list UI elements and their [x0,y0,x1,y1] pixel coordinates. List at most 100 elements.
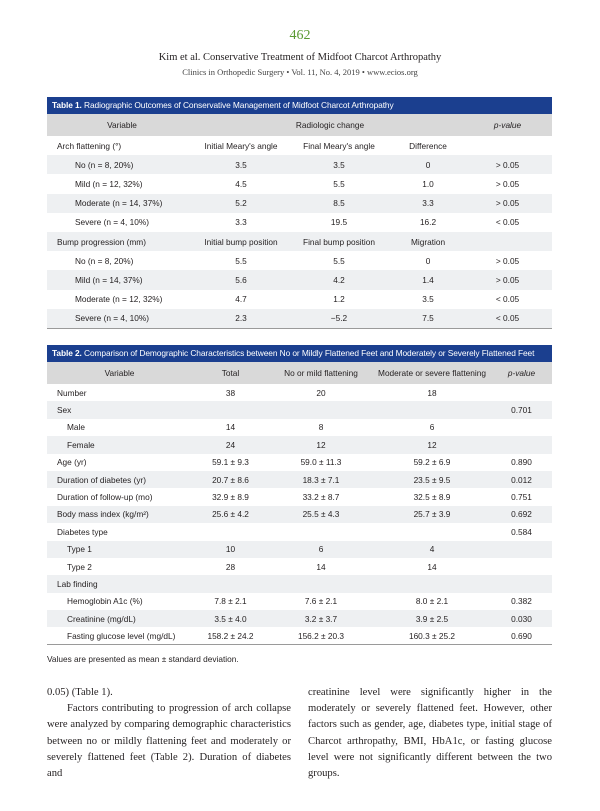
table-2-value-cell [373,401,491,419]
body-column-right: creatinine level were significantly high… [308,685,552,782]
table-1-value-cell: 4.2 [285,270,393,290]
table-1-value-cell: 1.2 [333,294,345,305]
table-2-value-cell: 0.890 [511,457,532,468]
table-1-empty-cell [463,231,553,252]
table-row: Severe (n = 4, 10%) 3.3 19.5 16.2 < 0.05 [47,213,552,232]
table-row: Moderate (n = 12, 32%) 4.7 1.2 3.5 < 0.05 [47,290,552,309]
table-1-value-cell: > 0.05 [463,270,553,290]
table-2-value-cell: 38 [225,387,236,398]
table-2-value-cell [373,575,491,593]
table-2-body: Number 38 20 18 Sex 0.701 Male 14 8 6 Female 24 12 12… [47,384,552,645]
table-2-value-cell: 3.9 ± 2.5 [373,610,491,628]
table-2-value-cell: 24 [192,436,269,454]
table-1-subheader-cell: Final Meary's angle [303,140,375,151]
table-2-footnote: Values are presented as mean ± standard … [47,654,239,664]
table-1-section-label: Bump progression (mm) [47,231,197,252]
table-2-value-cell: 6 [269,540,373,558]
table-1-value-cell: 3.5 [197,155,285,175]
table-1-row-label: No (n = 8, 20%) [75,255,134,266]
table-2-value-cell [491,540,552,558]
table-2-row-label: Fasting glucose level (mg/dL) [67,630,176,641]
table-1-value-cell: 2.3 [197,308,285,329]
table-2-value-cell: 156.2 ± 20.3 [297,630,345,641]
table-2-value-cell: 59.1 ± 9.3 [212,457,249,468]
table-2-value-cell: 23.5 ± 9.5 [373,470,491,489]
table-2-value-cell: 25.7 ± 3.9 [373,505,491,524]
table-2: Table 2. Comparison of Demographic Chara… [47,345,552,645]
table-2-label: Table 2. [52,348,82,358]
table-2-caption: Table 2. Comparison of Demographic Chara… [47,345,552,362]
table-1-value-cell: 3.5 [422,294,434,305]
table-2-row-label: Age (yr) [57,457,87,468]
table-2-value-cell: 12 [373,436,491,454]
table-row: Creatinine (mg/dL) 3.5 ± 4.0 3.2 ± 3.7 3.9 … [47,610,552,628]
table-row: Moderate (n = 14, 37%) 5.2 8.5 3.3 > 0.05 [47,193,553,213]
table-2-header-severe: Moderate or severe flattening [373,362,491,384]
table-1-section-label: Arch flattening (°) [57,140,122,151]
table-2-value-cell: 14 [225,422,236,433]
table-1-subheader-cell: Migration [393,231,464,252]
table-row: Number 38 20 18 [47,384,552,401]
table-1-subheader-cell: Final bump position [285,231,393,252]
table-2-row-label: Duration of follow-up (mo) [57,492,153,503]
table-1-value-cell: 5.5 [333,255,345,266]
table-1-row-label: No (n = 8, 20%) [47,155,197,175]
table-1-value-cell: 4.7 [235,294,247,305]
table-2-value-cell: 59.0 ± 11.3 [300,457,342,468]
table-1-value-cell: 0 [393,155,464,175]
running-title: Kim et al. Conservative Treatment of Mid… [158,52,442,63]
table-2-row-label: Creatinine (mg/dL) [47,610,192,628]
table-row: Body mass index (kg/m²) 25.6 ± 4.2 25.5 ± … [47,505,552,524]
table-1-row-label: Moderate (n = 14, 37%) [47,193,197,213]
table-2-header-mild: No or mild flattening [269,362,373,384]
table-row: Mild (n = 14, 37%) 5.6 4.2 1.4 > 0.05 [47,270,553,290]
table-1-header-p: p-value [463,114,553,136]
table-1-label: Table 1. [52,100,82,110]
table-1-row-label: Severe (n = 4, 10%) [47,308,197,329]
table-2-title: Comparison of Demographic Characteristic… [84,348,535,358]
table-2-value-cell: 14 [427,561,437,572]
table-1-value-cell: −5.2 [285,308,393,329]
table-1-value-cell: 7.5 [393,308,464,329]
table-1-caption: Table 1. Radiographic Outcomes of Conser… [47,97,552,114]
table-2-row-label: Number [57,387,87,398]
table-row: Type 1 10 6 4 [47,540,552,558]
table-2-value-cell: 0.382 [511,596,532,607]
table-row: Hemoglobin A1c (%) 7.8 ± 2.1 7.6 ± 2.1 8.0 … [47,593,552,610]
table-1-subheader-cell: Initial bump position [197,231,285,252]
journal-line: Clinics in Orthopedic Surgery • Vol. 11,… [182,67,418,77]
table-2-value-cell: 8 [318,422,324,433]
table-1-row-label: Moderate (n = 12, 32%) [75,294,163,305]
table-2-header-p: p-value [491,362,552,384]
table-1-value-cell: 1.0 [422,178,434,189]
table-2-value-cell: 18 [427,387,437,398]
table-1-value-cell: > 0.05 [495,178,520,189]
table-2-value-cell: 4 [373,540,491,558]
table-2-row-label: Diabetes type [57,526,108,537]
table-1-section-row: Arch flattening (°) Initial Meary's angle… [47,136,552,155]
table-2-header-variable: Variable [47,362,192,384]
table-row: Severe (n = 4, 10%) 2.3 −5.2 7.5 < 0.05 [47,308,553,329]
table-2-value-cell [192,401,269,419]
table-2-header-total: Total [192,362,269,384]
table-row: No (n = 8, 20%) 5.5 5.5 0 > 0.05 [47,251,552,270]
table-2-value-cell: 160.3 ± 25.2 [408,630,456,641]
body-lead-line: 0.05) (Table 1). [47,687,113,698]
table-2-value-cell [269,523,373,540]
table-2-grid: Variable Total No or mild flattening Mod… [47,362,552,645]
table-2-value-cell: 3.2 ± 3.7 [269,610,373,628]
table-2-value-cell [192,523,269,540]
page-number: 462 [289,28,311,43]
table-2-value-cell: 10 [192,540,269,558]
table-2-value-cell [269,575,373,593]
table-1-value-cell: 3.5 [285,155,393,175]
table-1-value-cell: > 0.05 [463,193,553,213]
table-1: Table 1. Radiographic Outcomes of Conser… [47,97,553,329]
table-2-value-cell [373,523,491,540]
table-row: Fasting glucose level (mg/dL) 158.2 ± 24.… [47,627,552,645]
table-row: Sex 0.701 [47,401,552,419]
table-2-row-label: Body mass index (kg/m²) [47,505,192,524]
table-1-row-label: Mild (n = 14, 37%) [47,270,197,290]
table-1-value-cell: < 0.05 [463,308,553,329]
table-1-value-cell: 1.4 [393,270,464,290]
